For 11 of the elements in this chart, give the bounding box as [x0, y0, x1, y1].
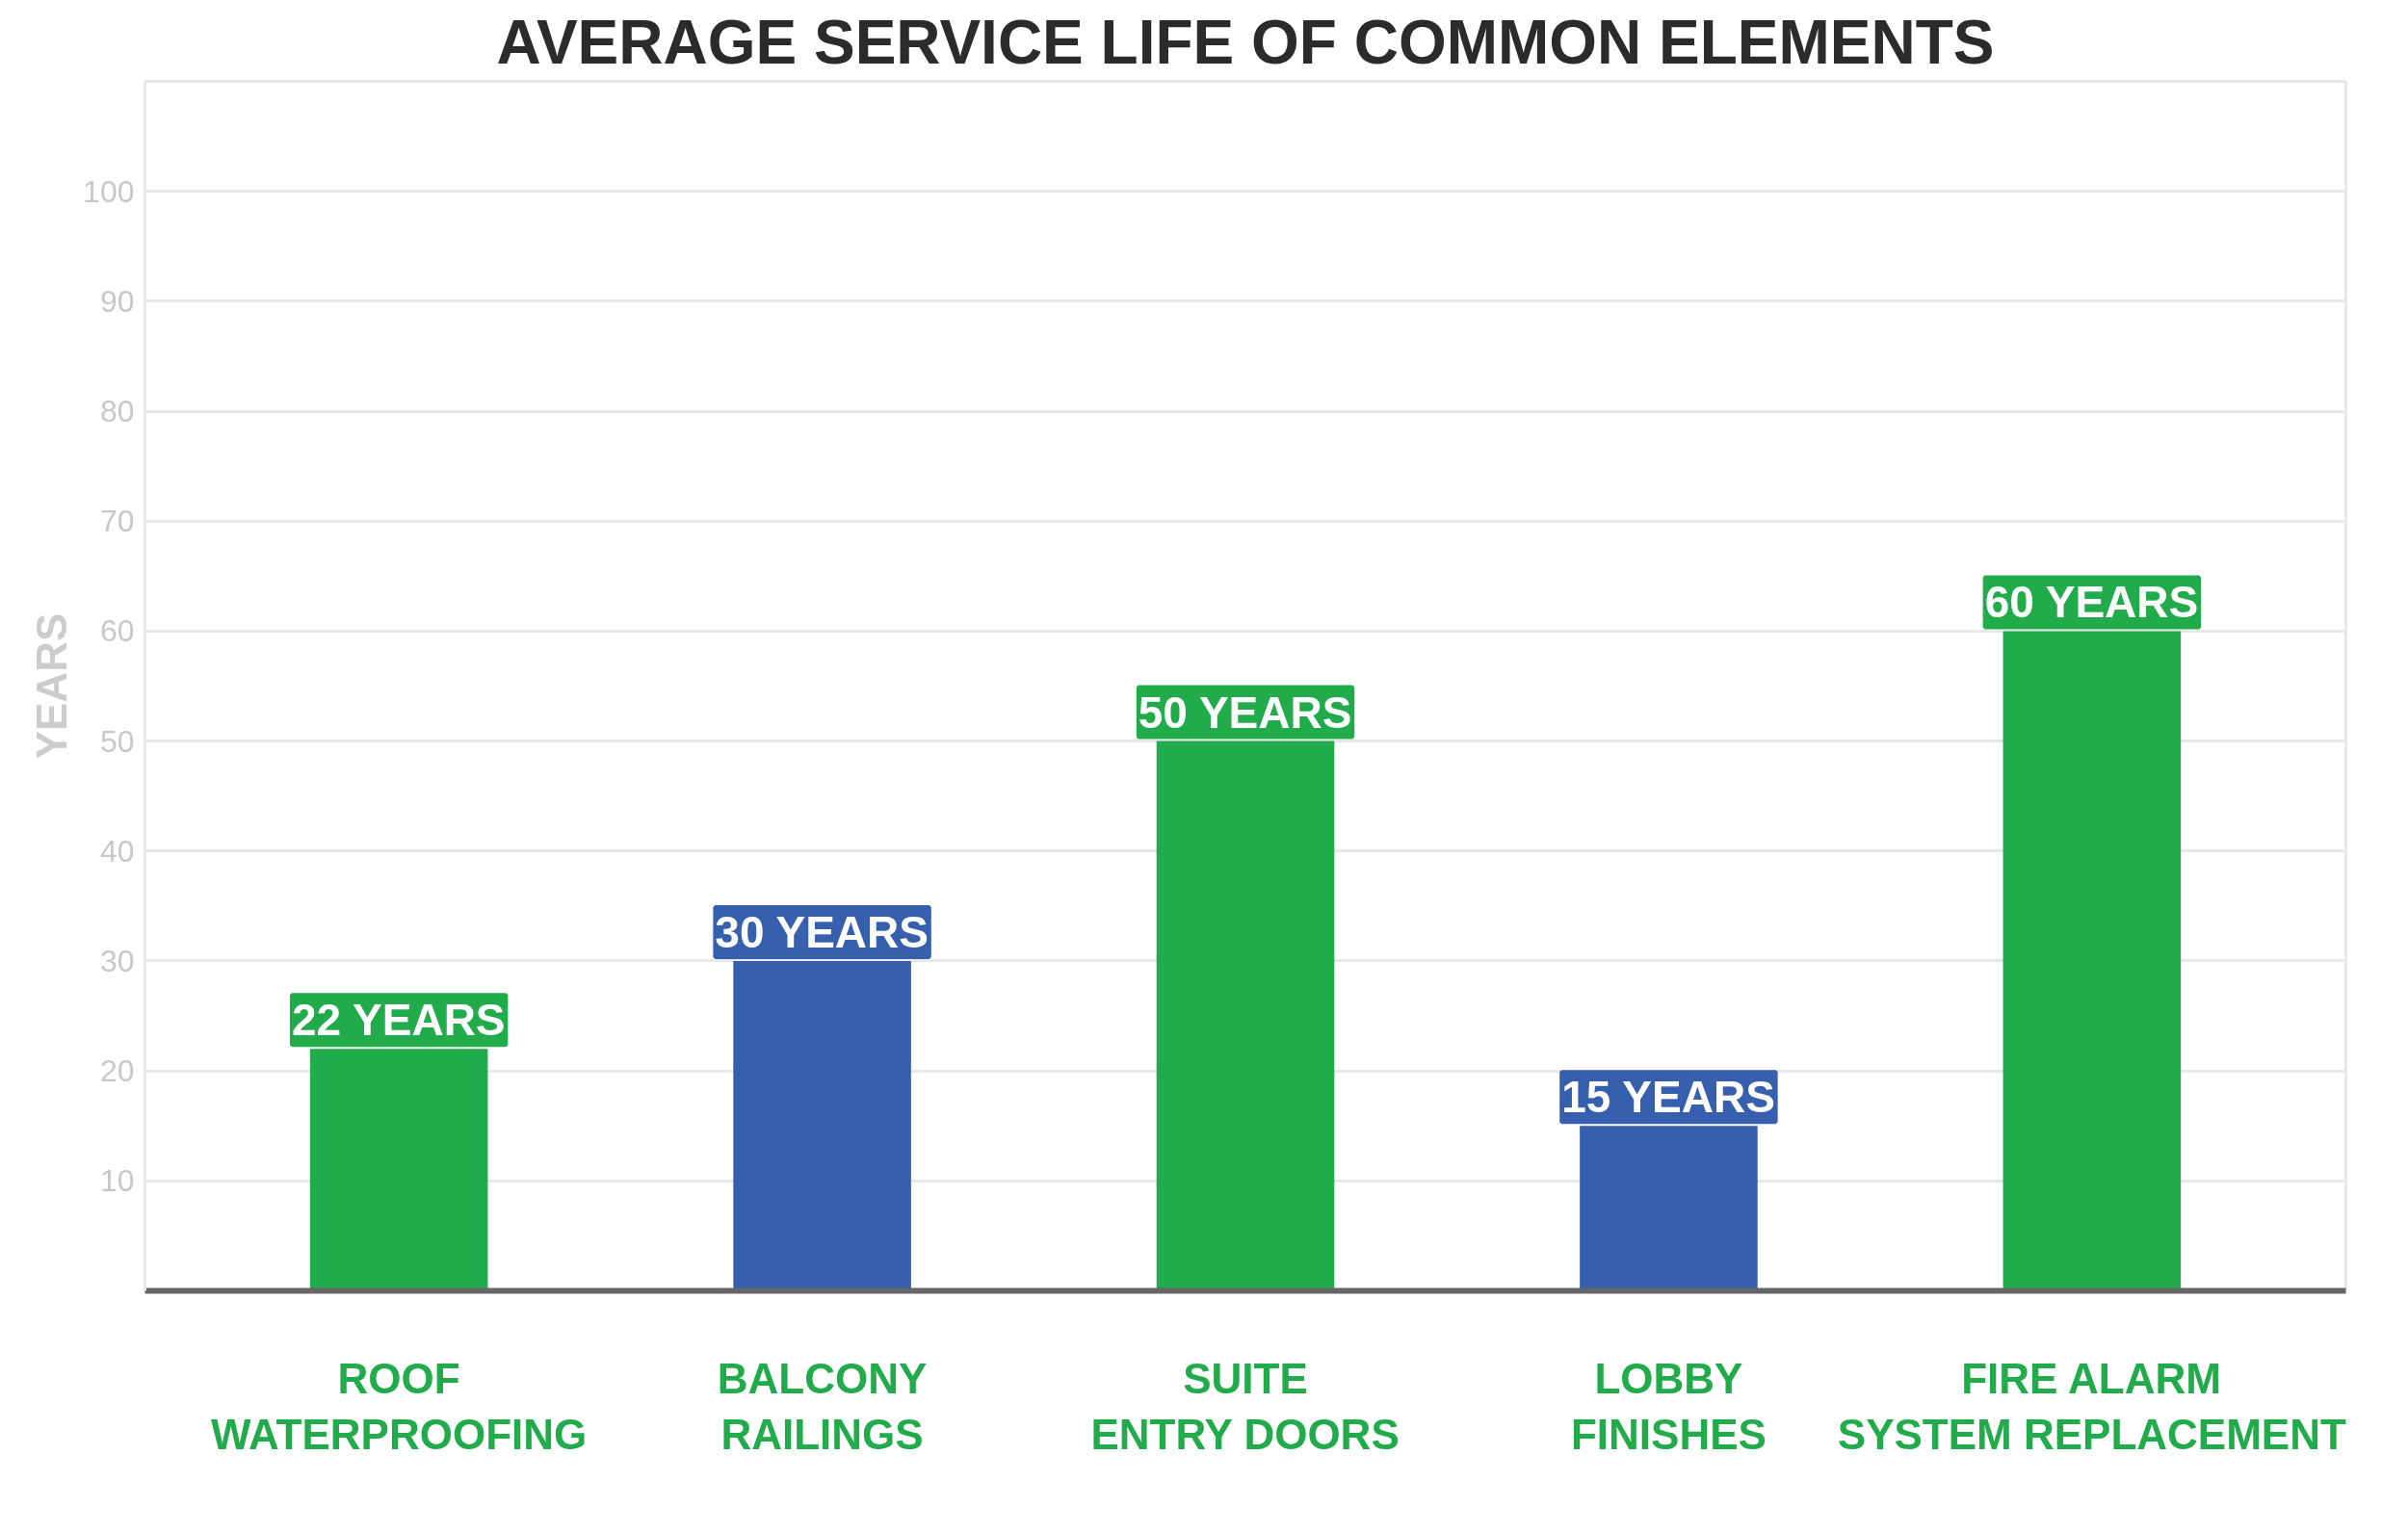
chart-title: AVERAGE SERVICE LIFE OF COMMON ELEMENTS [496, 7, 1995, 77]
x-tick-label: LOBBY FINISHES [1570, 1354, 1767, 1459]
data-label: 60 YEARS [1984, 577, 2199, 628]
data-label: 15 YEARS [1561, 1072, 1775, 1123]
data-label: 50 YEARS [1138, 687, 1352, 738]
x-tick-label: BALCONY RAILINGS [717, 1354, 928, 1459]
data-label: 22 YEARS [291, 995, 506, 1046]
x-tick-label: FIRE ALARM SYSTEM REPLACEMENT [1837, 1354, 2346, 1459]
data-label: 30 YEARS [715, 906, 929, 957]
x-tick-label: ROOF WATERPROOFING [211, 1354, 588, 1459]
x-tick-label: SUITE ENTRY DOORS [1090, 1354, 1400, 1459]
